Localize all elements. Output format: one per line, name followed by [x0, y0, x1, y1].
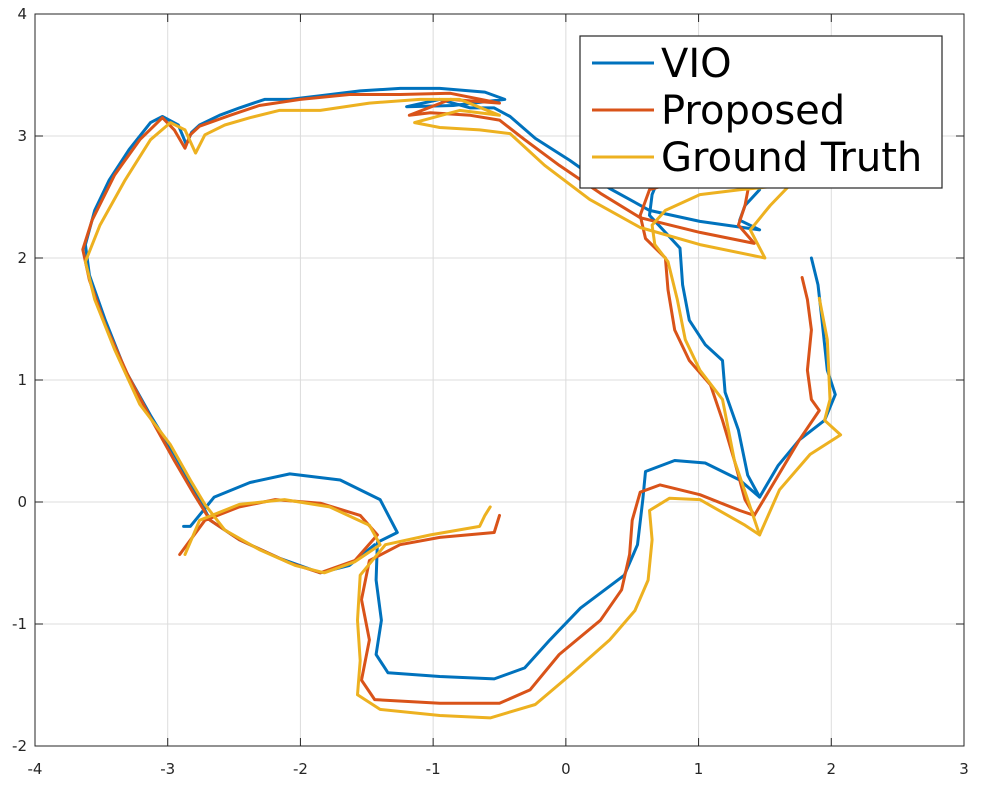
x-tick-label: 3 [959, 760, 969, 778]
x-tick-label: 0 [561, 760, 571, 778]
legend-box [579, 35, 943, 189]
series-line-ground-truth [356, 296, 843, 720]
x-tick-label: -4 [28, 760, 43, 778]
x-tick-label: -3 [160, 760, 175, 778]
y-tick-label: 3 [17, 127, 27, 145]
y-tick-label: -1 [12, 615, 27, 633]
legend-label: VIO [661, 41, 732, 87]
legend-label: Ground Truth [661, 135, 922, 181]
x-tick-label: 1 [694, 760, 704, 778]
series-line-proposed [360, 276, 821, 705]
y-tick-label: -2 [12, 737, 27, 755]
series-lines [81, 86, 843, 720]
y-tick-label: 4 [17, 5, 27, 23]
y-tick-label: 1 [17, 371, 27, 389]
x-tick-label: 2 [827, 760, 837, 778]
series-line-ground-truth [83, 97, 792, 575]
ticks: -4 -3 -2 -1 0 1 2 3 -2 -1 0 1 2 3 4 [12, 5, 969, 778]
legend-label: Proposed [661, 88, 845, 134]
y-tick-label: 2 [17, 249, 27, 267]
x-tick-label: -1 [426, 760, 441, 778]
x-tick-label: -2 [293, 760, 308, 778]
series-line-vio [83, 86, 762, 575]
series-line-vio [182, 256, 837, 681]
y-tick-label: 0 [17, 493, 27, 511]
